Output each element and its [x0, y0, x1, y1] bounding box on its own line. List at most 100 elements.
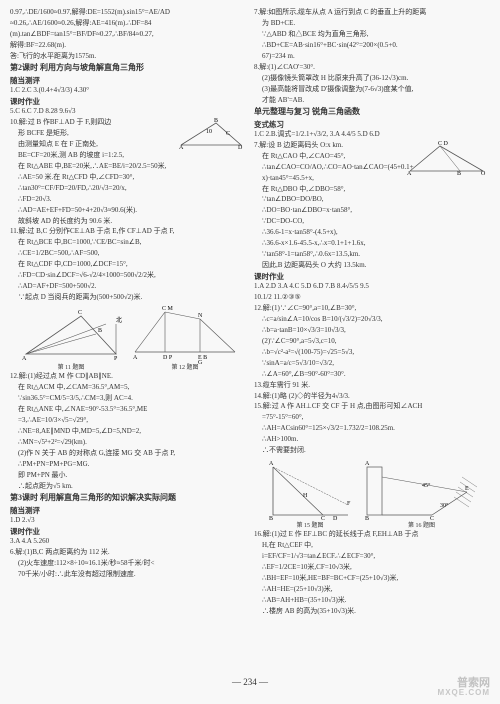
- text-line: ∴BD+CE=AB·sin16°+BC·sin(42°=200×(0.5+0.: [254, 41, 490, 50]
- text-line: (2)火车速度:112×8÷10≈16.1米/秒≈58千米/时<: [10, 559, 246, 568]
- text-line: ∴DO=BO·tan∠DBO=x·tan58°,: [254, 206, 490, 215]
- triangle-figure-1: A B C D 10: [176, 118, 246, 150]
- text-line: (m).tan∠BDF=tan15°=BF/DF≈0.27,∴BF/84≈0.2…: [10, 30, 246, 39]
- text-line: 答:飞行的水平距离为1575m.: [10, 52, 246, 61]
- text-line: 8.解:(1)∠CAO'=30°.: [254, 63, 490, 72]
- text-line: (3)最高能将冒改成 D'摄像调整为(7-6√3)度某个值,: [254, 85, 490, 94]
- page-number: — 234 —: [0, 676, 500, 688]
- diagram-15: A B C F H D: [263, 457, 358, 522]
- text-line: 7.解:如图所示,缆车从点 A 运行到点 C 的垂直上升的距离: [254, 8, 490, 17]
- text-line: ∴b=a·tanB=10×√3/3=10√3/3,: [254, 326, 490, 335]
- text-line: 0.97,∴DE/1600≈0.97,解得:DE=1552(m).sin15°=…: [10, 8, 246, 17]
- text-line: ∵sin36.5°=CM/5=3/5,∴CM=3,则 AC=4.: [10, 394, 246, 403]
- text-line: BE=CF=20米,测 AB 的坡度 i=1:2.5,: [10, 151, 246, 160]
- text-line: (2)摄像镜头筒罩改 H 比原来升高了(36-12√3)cm.: [254, 74, 490, 83]
- text-line: 在 Rt△BCE 中,BC=1000,∵CE/BC=sin∠B,: [10, 238, 246, 247]
- svg-text:F: F: [347, 501, 351, 507]
- text-line: ∴不需要封闭.: [254, 446, 490, 455]
- svg-text:A: A: [22, 356, 27, 362]
- text-line: ∴36.6-1=x·tan58°-(4.5+x),: [254, 228, 490, 237]
- text-line: ∵起点 D 当阅兵的距离为(500+500√2)米.: [10, 293, 246, 302]
- section-title: 第3课时 利用解直角三角形的知识解决实际问题: [10, 493, 246, 504]
- text-line: 1.D 2.√3: [10, 516, 246, 525]
- svg-text:A: A: [407, 171, 412, 176]
- svg-text:C M: C M: [162, 306, 174, 312]
- text-line: ∴c=a/sin∠A=10/cos B=10/(√3/2)=20√3/3,: [254, 315, 490, 324]
- text-line: 解得:BF=22.68(m).: [10, 41, 246, 50]
- text-line: ∴PM+PN=PM+PG=MG.: [10, 460, 246, 469]
- figure-caption: 第 11 题图: [16, 364, 126, 372]
- text-line: 1.A 2.D 3.A 4.C 5.D 6.D 7.B 8.4√5/5 9.5: [254, 282, 490, 291]
- svg-text:D P: D P: [163, 355, 173, 361]
- text-line: 因此,B 边距离码头 O 大约 13.5km.: [254, 261, 490, 270]
- watermark: 普索网 MXQE.COM: [438, 677, 490, 698]
- text-line: ∴AH=HE=(25+10√3)米,: [254, 585, 490, 594]
- text-line: =75°-15°=60°,: [254, 413, 490, 422]
- text-line: ∴AH=ACsin60°=125×√3/2=1.732/2=108.25m.: [254, 424, 490, 433]
- svg-text:A: A: [179, 145, 184, 150]
- text-line: ∴CE=1/2BC=500,∴AF=500,: [10, 249, 246, 258]
- svg-text:30°: 30°: [440, 502, 449, 509]
- svg-text:H: H: [303, 493, 308, 499]
- sub-heading: 课时作业: [10, 527, 246, 537]
- figure-caption: 第 12 题图: [130, 364, 240, 372]
- text-line: ∴起点距为√5 km.: [10, 482, 246, 491]
- text-line: 1.C 2.C 3.(0.4+4√3/3) 4.30°: [10, 86, 246, 95]
- text-line: 67)=234 m.: [254, 52, 490, 61]
- text-line: 12.解:(1)经过点 M 作 CD∥AB∥NE.: [10, 372, 246, 381]
- text-line: 在 Rt△CDF 中,CD=1000,∠DCF=15°,: [10, 260, 246, 269]
- svg-text:B: B: [214, 118, 218, 124]
- text-line: ∴AE=50 米.在 Rt△CFD 中,∠CFD=30°,: [10, 173, 246, 182]
- svg-text:10: 10: [206, 129, 212, 135]
- sub-heading: 课时作业: [10, 97, 246, 107]
- text-line: ∵tan∠DBO=DO/BO,: [254, 195, 490, 204]
- text-line: ∴b=√c²-a²=√(100-75)=√25=5√3,: [254, 348, 490, 357]
- text-line: ∴EF=1/2CE=10米,CF=10√3米,: [254, 563, 490, 572]
- svg-text:A: A: [365, 461, 370, 467]
- section-title: 第2课时 利用方向与坡角解直角三角形: [10, 63, 246, 74]
- text-line: ∴tan30°=CF/FD=20/FD,∴20/√3=20/x,: [10, 184, 246, 193]
- text-line: 1.C 2.B.调式=1/2.1+√3/2, 3.A 4.4/5 5.D 6.D: [254, 130, 490, 139]
- sub-heading: 随当测评: [10, 76, 246, 86]
- sub-heading: 随当测评: [10, 506, 246, 516]
- text-line: ∵DC=DO-CO,: [254, 217, 490, 226]
- svg-text:C: C: [226, 131, 230, 137]
- triangle-figure-2: A C D B O: [405, 141, 490, 176]
- svg-text:B: B: [457, 171, 461, 176]
- text-line: 11.解:过 B,C 分别作CE⊥AB 于点 E,作 CF⊥AD 于点 F,: [10, 227, 246, 236]
- text-line: (2)作 N 关于 AB 的对称点 G,连接 MG 交 AB 于点 P,: [10, 449, 246, 458]
- text-line: 在 Rt△DBO 中,∠DBO=58°,: [254, 185, 490, 194]
- text-line: ∴AB=AH+HB=(35+10√3)米.: [254, 596, 490, 605]
- sub-heading: 课时作业: [254, 272, 490, 282]
- text-line: ≈0.26,∴AE/1600≈0.26,解得:AE=416(m).∴DF=84: [10, 19, 246, 28]
- text-line: 70千米/小时:∴此车没有超过限制速度.: [10, 570, 246, 579]
- text-line: 10.1/2 11.②③⑤: [254, 293, 490, 302]
- svg-text:O: O: [481, 171, 486, 176]
- svg-text:A: A: [133, 355, 138, 361]
- text-line: 5.C 6.C 7.D 8.28 9.6√3: [10, 107, 246, 116]
- svg-text:45°: 45°: [422, 482, 431, 489]
- text-line: ∴楼房 AB 的高为(35+10√3)米.: [254, 607, 490, 616]
- text-line: ∴∠A=60°,∠B=90°-60°=30°.: [254, 370, 490, 379]
- svg-text:A: A: [269, 461, 274, 467]
- text-line: H,在 Rt△CEF 中,: [254, 541, 490, 550]
- text-line: ∴FD=CD·sin∠DCF=√6-√2/4×1000=500√2/2米,: [10, 271, 246, 280]
- svg-text:N: N: [198, 313, 203, 319]
- text-line: 才能 AB'=AB.: [254, 96, 490, 105]
- text-line: ∵tan58°-1=tan58°,∴0.6x=13.5,km.: [254, 250, 490, 259]
- text-line: 15.解:过 A 作 AH⊥CF 交 CF 于 H 点,由图形可知∠ACH: [254, 402, 490, 411]
- text-line: 16.解:(1)过 E 作 EF⊥BC 的延长线于点 F,EH⊥AB 于点: [254, 530, 490, 539]
- text-line: ∴FD=20√3.: [10, 195, 246, 204]
- svg-text:北: 北: [116, 316, 122, 324]
- text-line: 故斜坡 AD 的长度约为 90.6 米.: [10, 217, 246, 226]
- text-line: =3,∴AE=10/3×√5=√29°,: [10, 416, 246, 425]
- text-line: 6.解:(1)B,C 两点距离约为 112 米.: [10, 548, 246, 557]
- text-line: ∴36.6-x×1.6-45.5-x,∴x=0.1+1+1.6x,: [254, 239, 490, 248]
- text-line: ∴NE=8,AE∥MND 中,MD=5,∠D=5,ND=2,: [10, 427, 246, 436]
- right-column: 7.解:如图所示,缆车从点 A 运行到点 C 的垂直上升的距离 为 BD+CE.…: [254, 8, 490, 618]
- diagram-16: A B C E 45° 30°: [362, 457, 482, 522]
- watermark-en: MXQE.COM: [438, 689, 490, 698]
- svg-text:D: D: [238, 145, 243, 150]
- text-line: 在 Rt△ABE 中,BE=20米,∴AE=BE/i=20/2.5=50米,: [10, 162, 246, 171]
- text-line: 即 PM+PN 最小.: [10, 471, 246, 480]
